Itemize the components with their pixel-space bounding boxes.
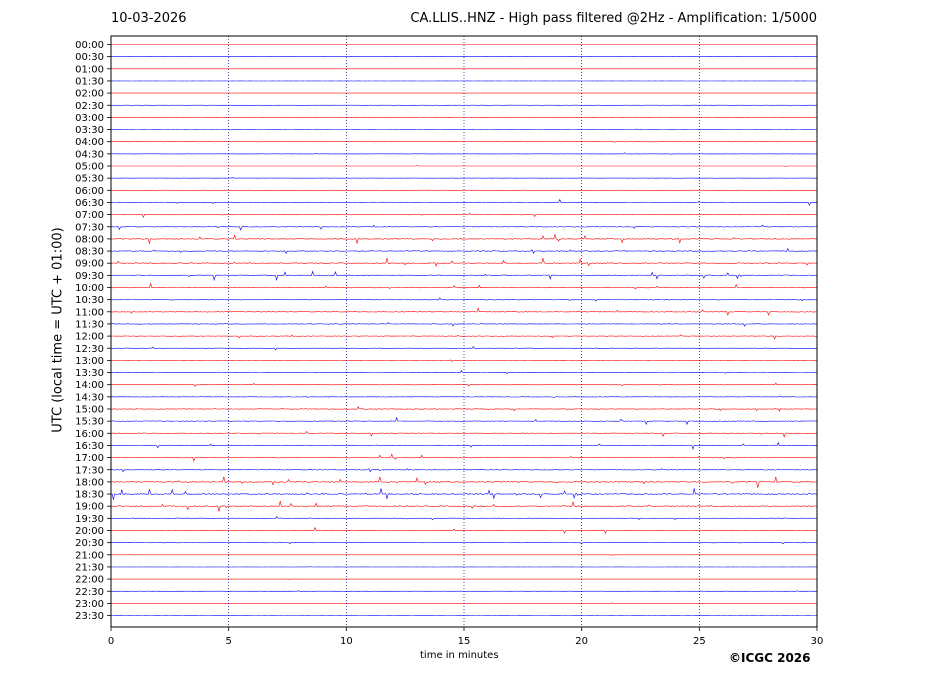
row-label: 09:00 <box>75 259 104 270</box>
trace-row-1600 <box>110 431 817 438</box>
row-label: 13:30 <box>75 368 104 379</box>
row-label: 01:00 <box>75 64 104 75</box>
row-label: 01:30 <box>75 76 104 87</box>
x-tick-label: 0 <box>108 636 114 647</box>
row-label: 11:30 <box>75 319 104 330</box>
row-label: 07:00 <box>75 210 104 221</box>
row-label: 16:30 <box>75 441 104 452</box>
trace-row-1100 <box>110 307 817 316</box>
row-label: 10:30 <box>75 295 104 306</box>
row-label: 04:00 <box>75 137 104 148</box>
row-label: 18:00 <box>75 477 104 488</box>
trace-row-0830 <box>110 247 817 255</box>
row-label: 03:00 <box>75 113 104 124</box>
date-label: 10-03-2026 <box>111 11 187 26</box>
trace-row-0730 <box>110 224 817 231</box>
row-label: 14:00 <box>75 380 104 391</box>
row-label: 15:30 <box>75 417 104 428</box>
row-label: 19:30 <box>75 514 104 525</box>
row-label: 13:00 <box>75 356 104 367</box>
trace-row-1000 <box>110 282 817 290</box>
x-tick-label: 30 <box>811 636 824 647</box>
x-tick-label: 15 <box>458 636 471 647</box>
trace-row-1930 <box>110 516 817 521</box>
row-label: 18:30 <box>75 490 104 501</box>
trace-row-1200 <box>110 334 817 340</box>
x-axis-ticks: 0 5 10 15 20 25 30 <box>108 627 824 647</box>
row-label: 12:30 <box>75 344 104 355</box>
x-tick-label: 5 <box>225 636 231 647</box>
trace-row-1130 <box>110 322 817 327</box>
trace-row-0630 <box>110 198 817 206</box>
row-label: 08:30 <box>75 247 104 258</box>
trace-row-0030 <box>111 55 817 58</box>
row-label: 00:30 <box>75 52 104 63</box>
trace-row-1500 <box>110 406 817 412</box>
row-label: 21:30 <box>75 562 104 573</box>
trace-row-0700 <box>110 212 817 218</box>
row-label: 04:30 <box>75 149 104 160</box>
row-label: 17:30 <box>75 465 104 476</box>
row-label: 10:00 <box>75 283 104 294</box>
trace-row-0530 <box>111 176 817 179</box>
trace-row-1400 <box>110 382 817 387</box>
copyright-label: ©ICGC 2026 <box>729 651 811 665</box>
row-label: 08:00 <box>75 234 104 245</box>
trace-row-0900 <box>110 258 817 267</box>
trace-row-1230 <box>110 345 817 351</box>
trace-row-1330 <box>110 369 817 374</box>
y-axis-label: UTC (local time = UTC + 01:00) <box>50 227 66 433</box>
row-label: 03:30 <box>75 125 104 136</box>
x-tick-label: 20 <box>575 636 588 647</box>
trace-row-2130 <box>110 566 817 568</box>
row-label: 02:30 <box>75 101 104 112</box>
trace-row-1630 <box>110 441 817 450</box>
trace-row-1430 <box>110 395 817 399</box>
row-label: 15:00 <box>75 405 104 416</box>
trace-row-1830 <box>110 488 817 500</box>
x-tick-label: 25 <box>693 636 706 647</box>
trace-row-1300 <box>110 359 817 362</box>
trace-row-0930 <box>110 270 817 282</box>
row-label: 21:00 <box>75 550 104 561</box>
row-label: 02:00 <box>75 89 104 100</box>
trace-row-2000 <box>110 526 817 534</box>
row-label: 20:00 <box>75 526 104 537</box>
row-label: 22:30 <box>75 587 104 598</box>
row-label: 20:30 <box>75 538 104 549</box>
trace-row-1730 <box>110 468 817 473</box>
trace-row-0800 <box>110 233 817 245</box>
row-label: 11:00 <box>75 307 104 318</box>
row-label: 09:30 <box>75 271 104 282</box>
row-label: 06:00 <box>75 186 104 197</box>
row-label: 07:30 <box>75 222 104 233</box>
plot-frame <box>110 35 818 628</box>
row-label: 23:00 <box>75 599 104 610</box>
trace-row-1030 <box>110 297 817 302</box>
row-label: 00:00 <box>75 40 104 51</box>
trace-row-1900 <box>110 500 817 512</box>
trace-row-2230 <box>110 590 817 592</box>
vertical-gridlines <box>228 36 700 627</box>
row-label: 23:30 <box>75 611 104 622</box>
row-label: 19:00 <box>75 502 104 513</box>
row-label: 16:00 <box>75 429 104 440</box>
row-label: 17:00 <box>75 453 104 464</box>
row-label: 14:30 <box>75 392 104 403</box>
row-label: 12:00 <box>75 332 104 343</box>
row-label: 05:00 <box>75 162 104 173</box>
trace-row-1800 <box>110 476 817 488</box>
trace-row-1530 <box>110 416 817 426</box>
trace-row-1700 <box>110 453 817 463</box>
row-label: 06:30 <box>75 198 104 209</box>
row-label: 22:00 <box>75 575 104 586</box>
trace-row-2100 <box>111 553 817 556</box>
x-tick-label: 10 <box>340 636 353 647</box>
trace-row-2030 <box>110 542 817 545</box>
chart-title: CA.LLIS..HNZ - High pass filtered @2Hz -… <box>410 11 817 26</box>
x-axis-label: time in minutes <box>420 650 499 661</box>
row-label: 05:30 <box>75 174 104 185</box>
